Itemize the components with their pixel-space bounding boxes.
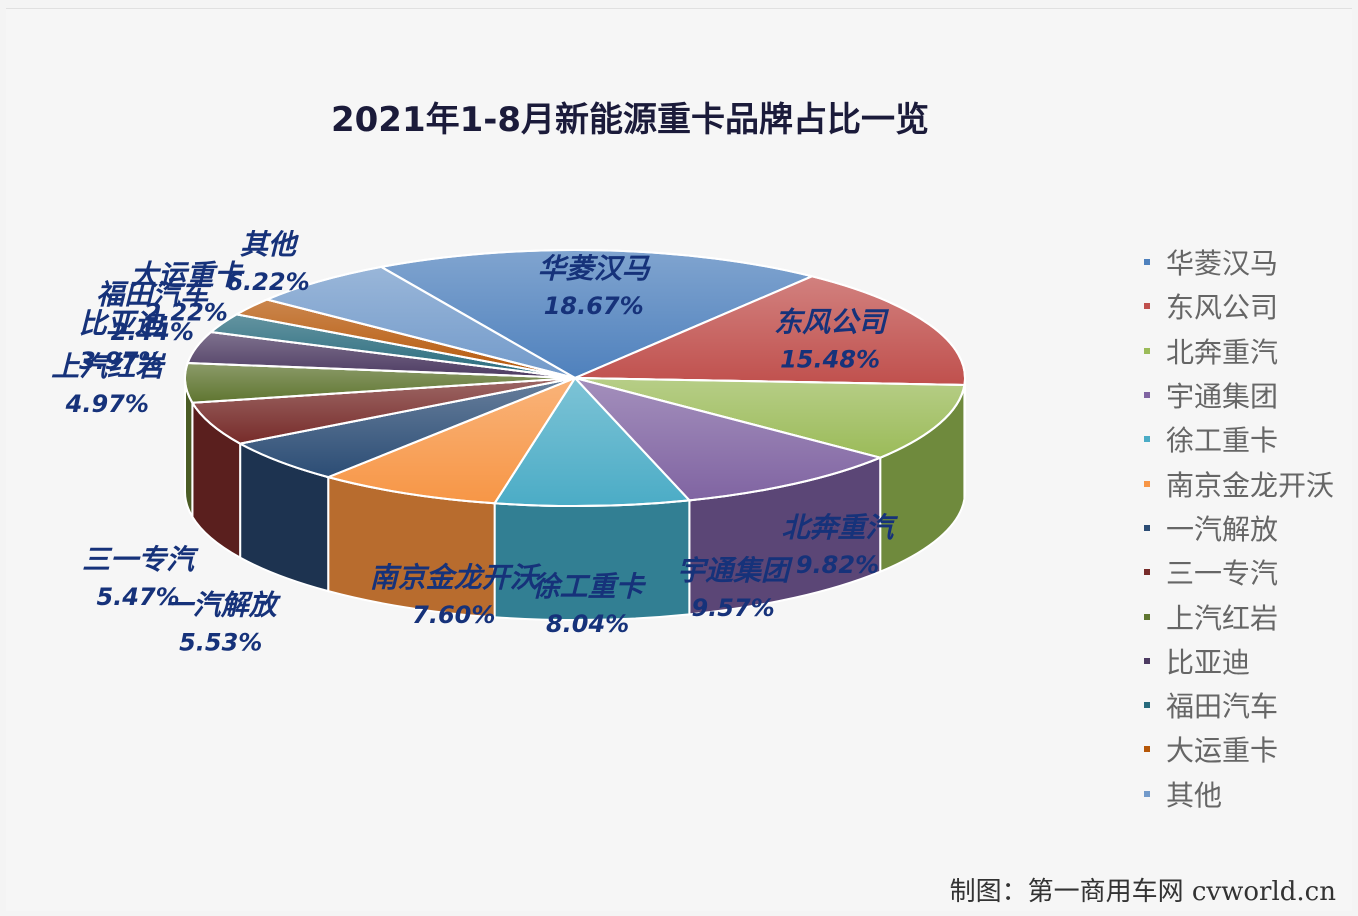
- legend-item: 三一专汽: [1138, 550, 1348, 594]
- legend-item: 比亚迪: [1138, 639, 1348, 683]
- slice-label-name-8: 上汽红岩: [51, 350, 166, 383]
- pie-slice-sheen-4: [492, 376, 692, 507]
- legend-label: 其他: [1166, 778, 1223, 812]
- slice-label-name-12: 其他: [240, 228, 300, 261]
- slice-label-name-4: 徐工重卡: [532, 570, 647, 603]
- slice-label-name-10: 福田汽车: [96, 278, 212, 311]
- legend-item: 上汽红岩: [1138, 594, 1348, 638]
- legend-label: 南京金龙开沃: [1166, 468, 1335, 502]
- slice-label-name-3: 宇通集团: [677, 554, 793, 587]
- slice-label-value-8: 4.97%: [65, 390, 149, 418]
- legend-marker: [1144, 657, 1150, 664]
- legend-marker: [1144, 480, 1150, 487]
- slice-label-name-9: 比亚迪: [79, 307, 166, 340]
- legend-item: 北奔重汽: [1138, 329, 1348, 373]
- pie-slice-sheen-2: [574, 377, 966, 459]
- legend-label: 三一专汽: [1166, 557, 1279, 591]
- slice-label-value-4: 8.04%: [546, 610, 629, 638]
- pie-slice-sheen-5: [325, 375, 578, 505]
- legend-label: 上汽红岩: [1166, 601, 1279, 635]
- legend-label: 北奔重汽: [1166, 335, 1279, 369]
- slice-label-name-1: 东风公司: [774, 306, 889, 339]
- legend-label: 华菱汉马: [1166, 247, 1279, 281]
- legend-item: 其他: [1138, 772, 1348, 816]
- slice-label-value-6: 5.53%: [179, 628, 262, 656]
- pie-slice-sheen-12: [263, 265, 576, 379]
- slice-label-name-5: 南京金龙开沃: [370, 561, 542, 594]
- legend-item: 福田汽车: [1138, 683, 1348, 727]
- slice-label-value-3: 9.57%: [691, 594, 774, 622]
- legend-marker: [1144, 347, 1150, 354]
- legend-item: 一汽解放: [1138, 506, 1348, 550]
- legend-marker: [1144, 392, 1150, 399]
- slice-label-value-12: 6.22%: [226, 268, 309, 296]
- slice-label-name-2: 北奔重汽: [781, 511, 898, 544]
- slice-label-value-0: 18.67%: [544, 292, 644, 320]
- legend-label: 比亚迪: [1166, 645, 1251, 679]
- legend-label: 东风公司: [1166, 291, 1279, 325]
- slice-label-name-11: 大运重卡: [130, 259, 245, 292]
- legend-item: 大运重卡: [1138, 727, 1348, 771]
- legend-label: 一汽解放: [1166, 512, 1279, 546]
- slice-label-value-10: 2.44%: [111, 318, 194, 346]
- legend-label: 徐工重卡: [1166, 424, 1279, 458]
- legend-marker: [1144, 569, 1150, 576]
- pie-slice-sheen-3: [571, 376, 884, 502]
- legend-marker: [1144, 303, 1150, 310]
- slice-label-name-7: 三一专汽: [82, 543, 199, 576]
- slice-label-value-1: 15.48%: [780, 346, 880, 374]
- legend-item: 徐工重卡: [1138, 417, 1348, 461]
- credit: 制图：第一商用车网 cvworld.cn: [949, 877, 1336, 907]
- pie-slice-sheen-0: [378, 249, 816, 380]
- slice-label-name-6: 一汽解放: [165, 588, 282, 621]
- legend-item: 华菱汉马: [1138, 240, 1348, 284]
- legend-label: 宇通集团: [1166, 380, 1279, 414]
- legend: 华菱汉马东风公司北奔重汽宇通集团徐工重卡南京金龙开沃 一汽解放三一专汽上汽红岩比亚…: [1138, 240, 1348, 816]
- slice-label-value-9: 3.97%: [79, 347, 162, 375]
- slice-label-value-11: 2.22%: [145, 299, 228, 327]
- legend-marker: [1144, 702, 1150, 709]
- pie-tops: [184, 249, 966, 507]
- slice-label-value-5: 7.60%: [412, 601, 495, 629]
- legend-marker: [1144, 790, 1150, 797]
- slice-label-value-7: 5.47%: [96, 583, 179, 611]
- slice-label-name-0: 华菱汉马: [538, 252, 652, 285]
- chart-title: 2021年1-8月新能源重卡品牌占比一览: [330, 100, 930, 140]
- pie-labels: 华菱汉马 18.67% 东风公司 15.48% 北奔重汽 9.82%宇通集团 9.57% 徐工…: [51, 228, 898, 656]
- legend-marker: [1144, 746, 1150, 753]
- pie-slice-sheen-1: [574, 275, 966, 387]
- legend-label: 大运重卡: [1166, 734, 1279, 768]
- legend-item: 宇通集团: [1138, 373, 1348, 417]
- legend-marker: [1144, 259, 1150, 266]
- legend-item: 东风公司: [1138, 284, 1348, 328]
- legend-marker: [1144, 524, 1150, 531]
- pie-sides: [184, 377, 966, 621]
- legend-marker: [1144, 436, 1150, 443]
- legend-label: 福田汽车: [1166, 690, 1279, 724]
- pie-chart: 华菱汉马 18.67% 东风公司 15.48% 北奔重汽 9.82%宇通集团 9.57% 徐工…: [51, 228, 966, 656]
- legend-item: 南京金龙开沃: [1138, 461, 1348, 505]
- slice-label-value-2: 9.82%: [796, 551, 879, 579]
- legend-marker: [1144, 613, 1150, 620]
